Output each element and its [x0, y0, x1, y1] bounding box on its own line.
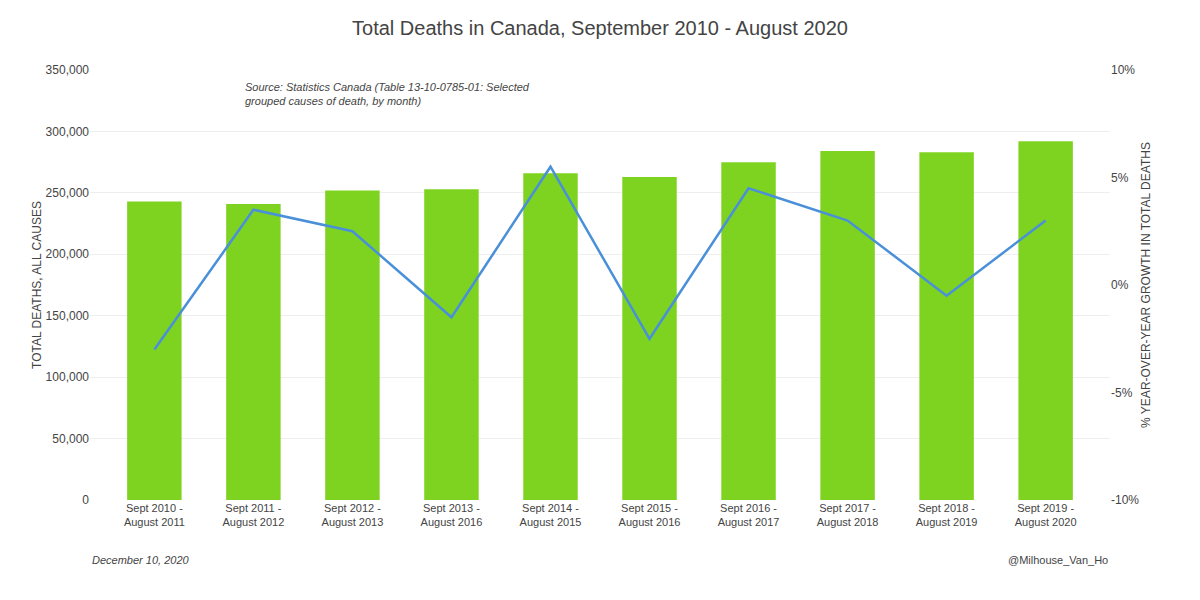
svg-text:% YEAR-OVER-YEAR GROWTH IN TOT: % YEAR-OVER-YEAR GROWTH IN TOTAL DEATHS — [1139, 142, 1153, 428]
svg-text:TOTAL DEATHS, ALL CAUSES: TOTAL DEATHS, ALL CAUSES — [30, 201, 44, 369]
svg-text:Sept 2017 -August 2018: Sept 2017 -August 2018 — [817, 502, 879, 528]
svg-text:December 10, 2020: December 10, 2020 — [92, 554, 189, 566]
svg-text:-10%: -10% — [1111, 493, 1139, 507]
svg-text:@Milhouse_Van_Ho: @Milhouse_Van_Ho — [1008, 554, 1108, 566]
svg-text:0: 0 — [82, 493, 89, 507]
svg-text:150,000: 150,000 — [46, 309, 90, 323]
svg-text:200,000: 200,000 — [46, 247, 90, 261]
svg-text:Sept 2012 -August 2013: Sept 2012 -August 2013 — [322, 502, 384, 528]
svg-text:Total Deaths in Canada, Septem: Total Deaths in Canada, September 2010 -… — [352, 17, 848, 39]
svg-text:-5%: -5% — [1111, 386, 1133, 400]
svg-text:Source: Statistics Canada (Tab: Source: Statistics Canada (Table 13-10-0… — [245, 81, 530, 107]
svg-text:Sept 2019 -August 2020: Sept 2019 -August 2020 — [1015, 502, 1077, 528]
svg-text:350,000: 350,000 — [46, 63, 90, 77]
svg-text:Sept 2018 -August 2019: Sept 2018 -August 2019 — [916, 502, 978, 528]
svg-text:0%: 0% — [1111, 278, 1129, 292]
svg-text:5%: 5% — [1111, 171, 1129, 185]
svg-text:Sept 2011 -August 2012: Sept 2011 -August 2012 — [223, 502, 285, 528]
svg-text:10%: 10% — [1111, 63, 1135, 77]
svg-text:Sept 2010 -August 2011: Sept 2010 -August 2011 — [124, 502, 185, 528]
svg-text:Sept 2015 -August 2016: Sept 2015 -August 2016 — [619, 502, 681, 528]
svg-text:300,000: 300,000 — [46, 125, 90, 139]
svg-text:Sept 2013 -August 2016: Sept 2013 -August 2016 — [421, 502, 483, 528]
svg-text:50,000: 50,000 — [52, 432, 89, 446]
svg-text:100,000: 100,000 — [46, 370, 90, 384]
svg-text:250,000: 250,000 — [46, 186, 90, 200]
svg-text:Sept 2016 -August 2017: Sept 2016 -August 2017 — [718, 502, 780, 528]
svg-text:Sept 2014 -August 2015: Sept 2014 -August 2015 — [520, 502, 582, 528]
